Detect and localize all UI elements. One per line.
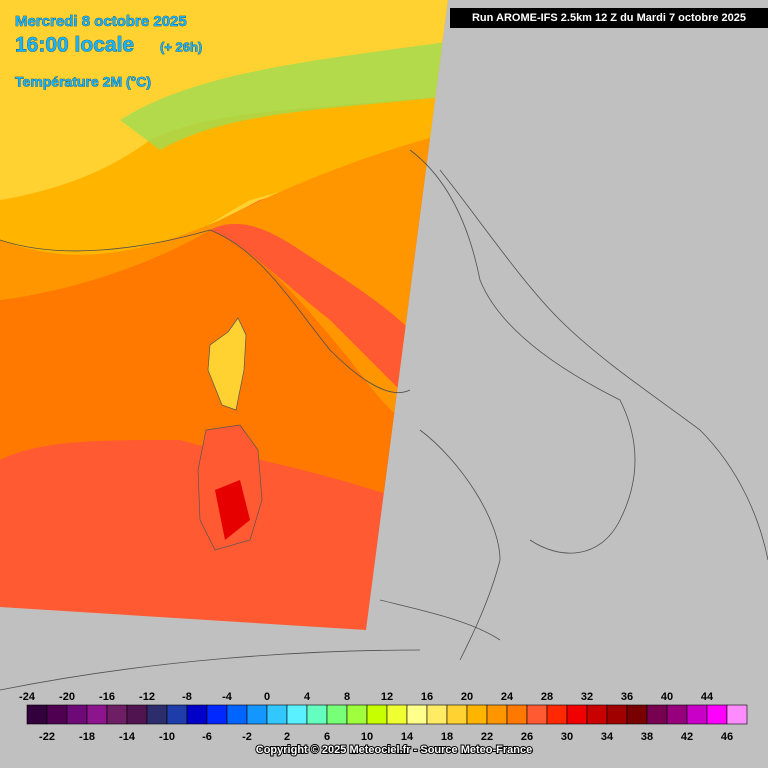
legend-label: 42 [681, 731, 693, 743]
legend-swatch [486, 704, 508, 725]
legend-swatch [586, 704, 608, 725]
legend-swatch [666, 704, 688, 725]
legend-label: 28 [541, 691, 553, 703]
legend-swatch [686, 704, 708, 725]
legend-swatch [646, 704, 668, 725]
legend-label: -18 [79, 731, 95, 743]
legend-label: -2 [242, 731, 252, 743]
legend-label: 40 [661, 691, 673, 703]
legend-label: 10 [361, 731, 373, 743]
legend-swatch [446, 704, 468, 725]
legend-swatch [546, 704, 568, 725]
copyright: Copyright © 2025 Meteociel.fr - Source M… [256, 744, 532, 756]
legend-swatch [106, 704, 128, 725]
legend-swatch [726, 704, 748, 725]
legend-label: 0 [264, 691, 270, 703]
lead-time: (+ 26h) [160, 39, 202, 54]
legend-swatch [346, 704, 368, 725]
legend-swatch [286, 704, 308, 725]
legend-swatch [86, 704, 108, 725]
legend-label: 20 [461, 691, 473, 703]
legend-label: -14 [119, 731, 136, 743]
variable: Température 2M (°C) [15, 74, 151, 90]
legend-swatch [566, 704, 588, 725]
legend-label: 18 [441, 731, 453, 743]
legend-label: 6 [324, 731, 330, 743]
legend-swatch [126, 704, 148, 725]
legend-swatch [706, 704, 728, 725]
legend-label: -8 [182, 691, 192, 703]
run-info: Run AROME-IFS 2.5km 12 Z du Mardi 7 octo… [472, 12, 746, 24]
legend-label: 26 [521, 731, 533, 743]
legend-label: -12 [139, 691, 155, 703]
date: Mercredi 8 octobre 2025 [15, 13, 187, 30]
legend-swatch [226, 704, 248, 725]
legend-label: 12 [381, 691, 393, 703]
legend-label: 44 [701, 691, 714, 703]
legend-swatch [266, 704, 288, 725]
legend-swatch [26, 704, 48, 725]
legend-swatch [306, 704, 328, 725]
legend-label: -4 [222, 691, 233, 703]
temperature-field [0, 0, 448, 630]
legend-swatch [66, 704, 88, 725]
legend-label: -16 [99, 691, 115, 703]
legend-label: 32 [581, 691, 593, 703]
legend-swatch [46, 704, 68, 725]
legend-swatch [186, 704, 208, 725]
legend-label: -24 [19, 691, 36, 703]
legend-swatch [526, 704, 548, 725]
legend-label: 4 [304, 691, 311, 703]
legend: -24-22-20-18-16-14-12-10-8-6-4-202468101… [19, 691, 748, 743]
legend-label: 16 [421, 691, 433, 703]
legend-swatch [506, 704, 528, 725]
legend-label: 34 [601, 731, 614, 743]
legend-label: 30 [561, 731, 573, 743]
legend-label: 8 [344, 691, 350, 703]
legend-swatch [326, 704, 348, 725]
legend-label: 38 [641, 731, 653, 743]
legend-label: 14 [401, 731, 414, 743]
legend-label: -22 [39, 731, 55, 743]
legend-label: 24 [501, 691, 514, 703]
legend-swatch [606, 704, 628, 725]
legend-swatch [626, 704, 648, 725]
legend-label: -20 [59, 691, 75, 703]
legend-label: 46 [721, 731, 733, 743]
time: 16:00 locale [15, 34, 134, 57]
legend-swatch [466, 704, 488, 725]
legend-label: 22 [481, 731, 493, 743]
legend-swatch [366, 704, 388, 725]
legend-swatch [146, 704, 168, 725]
legend-label: 36 [621, 691, 633, 703]
legend-swatch [406, 704, 428, 725]
legend-swatch [426, 704, 448, 725]
run-banner [450, 8, 768, 28]
legend-label: -10 [159, 731, 175, 743]
legend-label: -6 [202, 731, 212, 743]
legend-swatch [386, 704, 408, 725]
legend-label: 2 [284, 731, 290, 743]
legend-swatch [206, 704, 228, 725]
legend-swatch [166, 704, 188, 725]
legend-swatch [246, 704, 268, 725]
coastlines [0, 149, 768, 691]
